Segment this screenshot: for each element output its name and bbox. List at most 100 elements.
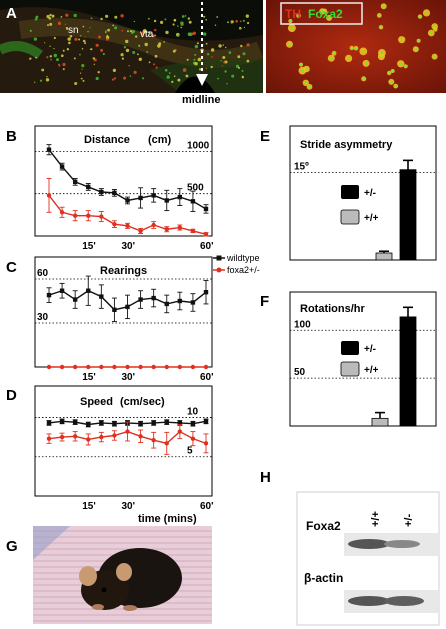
chart-d-point-mutant	[46, 436, 52, 441]
chart-b-point-mutant	[72, 213, 78, 218]
chart-e-bar-wt	[375, 252, 393, 261]
cell-dot	[41, 68, 45, 72]
stained-nucleus	[290, 26, 294, 30]
cell-dot	[180, 21, 184, 25]
chart-b-point-wildtype	[203, 206, 209, 212]
chart-c-xtick-label: 15'	[82, 372, 96, 383]
cell-dot	[172, 49, 176, 53]
blot-protein-actin-label: β-actin	[304, 571, 343, 585]
cell-dot	[243, 26, 245, 28]
blot-band-foxa2-mut	[384, 540, 420, 548]
stained-nucleus	[391, 69, 394, 73]
cell-dot	[154, 28, 157, 32]
chart-c-point-wildtype	[125, 304, 130, 310]
cell-dot	[141, 77, 145, 80]
chart-c-ytick-label: 60	[37, 268, 49, 279]
cell-dot	[214, 24, 217, 26]
cell-dot	[182, 68, 187, 72]
cell-dot	[238, 66, 240, 69]
cell-dot	[87, 30, 89, 33]
stained-nucleus	[433, 55, 436, 58]
chart-b-point-mutant	[138, 228, 143, 234]
chart-b-xtick-label: 30'	[122, 241, 136, 252]
cell-dot	[192, 31, 196, 35]
cell-dot	[210, 65, 213, 69]
cell-dot	[186, 58, 189, 61]
cell-dot	[64, 23, 66, 25]
cell-dot	[30, 57, 32, 60]
blot-band-foxa2-wt	[348, 539, 390, 549]
cell-dot	[146, 31, 148, 34]
chart-e-legend-hom-swatch	[341, 185, 359, 199]
stain-foxa2-label: Foxa2	[308, 7, 343, 21]
cell-dot	[53, 53, 57, 58]
cell-dot	[65, 13, 69, 17]
stained-nucleus	[364, 62, 368, 65]
cell-dot	[163, 41, 165, 43]
blot-lane-mut-label: +/-	[403, 514, 415, 527]
chart-c-ytick-label: 30	[37, 312, 49, 323]
cell-dot	[60, 16, 63, 18]
chart-c-point-wildtype	[190, 300, 196, 305]
cell-dot	[241, 69, 244, 72]
panel-a-cell-dots	[29, 13, 250, 85]
mouse-ear-right	[116, 563, 132, 581]
cell-dot	[188, 20, 192, 24]
cell-dot	[80, 72, 82, 74]
blot-band-actin-mut	[384, 596, 424, 606]
cell-dot	[89, 27, 91, 29]
chart-b-point-wildtype	[112, 190, 117, 196]
cell-dot	[89, 48, 92, 50]
cell-dot	[114, 15, 118, 19]
chart-c-point-wildtype	[177, 298, 183, 304]
chart-b-point-mutant	[203, 232, 209, 237]
stained-nucleus	[362, 50, 365, 53]
chart-b-point-wildtype	[125, 198, 130, 203]
chart-d-xtick-label: 60'	[200, 501, 214, 512]
cell-dot	[166, 75, 170, 79]
cell-dot	[135, 35, 138, 38]
cell-dot	[203, 15, 206, 18]
cell-dot	[69, 35, 71, 37]
cell-dot	[227, 21, 229, 24]
region-vta-label: vta	[140, 29, 154, 40]
cell-dot	[138, 57, 142, 61]
chart-c-xtick-label: 30'	[122, 372, 136, 383]
cell-dot	[35, 15, 39, 19]
chart-e-legend-wt-label: +/+	[364, 213, 379, 224]
chart-b-point-wildtype	[164, 198, 169, 203]
stain-legend-box	[280, 2, 363, 25]
cell-dot	[157, 44, 161, 48]
cell-dot	[29, 29, 32, 32]
cell-dot	[148, 17, 150, 20]
cell-dot	[184, 15, 187, 17]
cell-dot	[242, 52, 246, 56]
chart-b-point-mutant	[164, 227, 169, 232]
cell-dot	[95, 76, 99, 81]
cell-dot	[107, 28, 110, 32]
chart-d-point-mutant	[99, 434, 104, 440]
cell-dot	[172, 23, 175, 26]
cell-dot	[46, 76, 48, 78]
legend: wildtype foxa2+/-	[213, 253, 260, 275]
legend-wildtype-label: wildtype	[226, 253, 260, 263]
cell-dot	[137, 53, 139, 56]
cell-dot	[106, 34, 108, 37]
chart-d-frame	[34, 385, 213, 497]
chart-b-ytick-label: 500	[187, 183, 204, 194]
blot-protein-foxa2-label: Foxa2	[306, 519, 341, 533]
cell-dot	[154, 34, 157, 37]
cell-dot	[46, 56, 49, 59]
chart-f-legend-hom-label: +/-	[364, 344, 376, 355]
cell-dot	[123, 46, 127, 49]
western-blot: Foxa2 +/+ +/- β-actin	[296, 491, 440, 626]
cell-dot	[84, 36, 86, 38]
cell-dot	[74, 37, 78, 41]
chart-c-point-mutant	[125, 364, 130, 370]
cell-dot	[66, 48, 70, 51]
stained-nucleus	[394, 84, 397, 88]
cell-dot	[153, 63, 155, 66]
cell-dot	[90, 17, 93, 20]
chart-e-frame	[289, 125, 437, 261]
chart-c-point-wildtype	[99, 294, 104, 299]
